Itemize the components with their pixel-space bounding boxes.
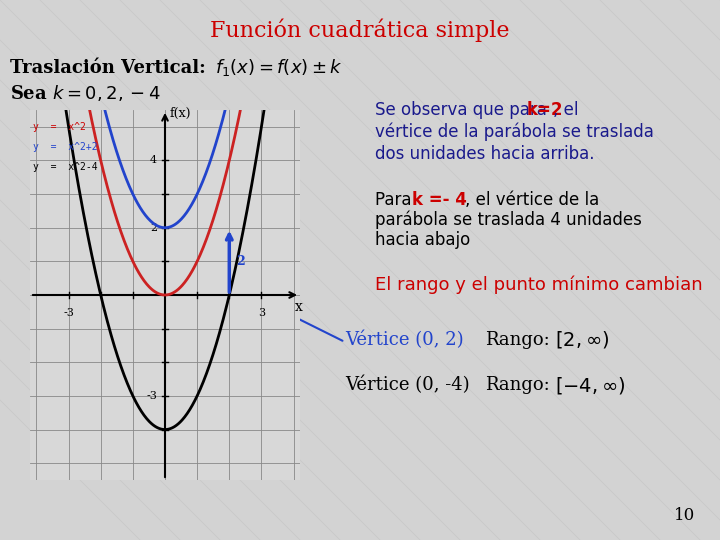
Text: Vértice (0, 2): Vértice (0, 2) <box>345 331 464 349</box>
Text: Sea $k = 0, 2, -4$: Sea $k = 0, 2, -4$ <box>10 83 161 103</box>
Text: $[2, \infty)$: $[2, \infty)$ <box>555 329 609 350</box>
Text: k=2: k=2 <box>527 101 564 119</box>
Text: $[-4, \infty)$: $[-4, \infty)$ <box>555 375 626 395</box>
Text: f(x): f(x) <box>170 107 192 120</box>
Text: $f_1(x) = f(x) \pm k$: $f_1(x) = f(x) \pm k$ <box>215 57 343 78</box>
Text: hacia abajo: hacia abajo <box>375 231 470 249</box>
Text: y  =  x^2+2: y = x^2+2 <box>33 142 98 152</box>
Text: Rango:: Rango: <box>485 376 550 394</box>
Text: 3: 3 <box>258 308 265 319</box>
Text: -3: -3 <box>63 308 74 319</box>
Text: k =- 4: k =- 4 <box>412 191 467 209</box>
Text: 2: 2 <box>150 222 157 233</box>
Text: Rango:: Rango: <box>485 331 550 349</box>
Text: y  =  x^2: y = x^2 <box>33 122 86 132</box>
Text: 10: 10 <box>674 507 695 523</box>
Text: 2: 2 <box>235 255 245 268</box>
Text: 4: 4 <box>150 156 157 165</box>
Text: y  =  x^2-4: y = x^2-4 <box>33 162 98 172</box>
Text: Función cuadrática simple: Función cuadrática simple <box>210 18 510 42</box>
Text: parábola se traslada 4 unidades: parábola se traslada 4 unidades <box>375 211 642 229</box>
Text: Para: Para <box>375 191 417 209</box>
Text: Vértice (0, -4): Vértice (0, -4) <box>345 376 469 394</box>
Text: El rango y el punto mínimo cambian: El rango y el punto mínimo cambian <box>375 276 703 294</box>
Text: , el vértice de la: , el vértice de la <box>465 191 599 209</box>
Text: vértice de la parábola se traslada: vértice de la parábola se traslada <box>375 123 654 141</box>
Text: -3: -3 <box>146 391 157 401</box>
Text: , el: , el <box>553 101 578 119</box>
Text: Se observa que para: Se observa que para <box>375 101 552 119</box>
Text: Traslación Vertical:: Traslación Vertical: <box>10 59 206 77</box>
Text: dos unidades hacia arriba.: dos unidades hacia arriba. <box>375 145 595 163</box>
Text: x: x <box>294 300 302 314</box>
